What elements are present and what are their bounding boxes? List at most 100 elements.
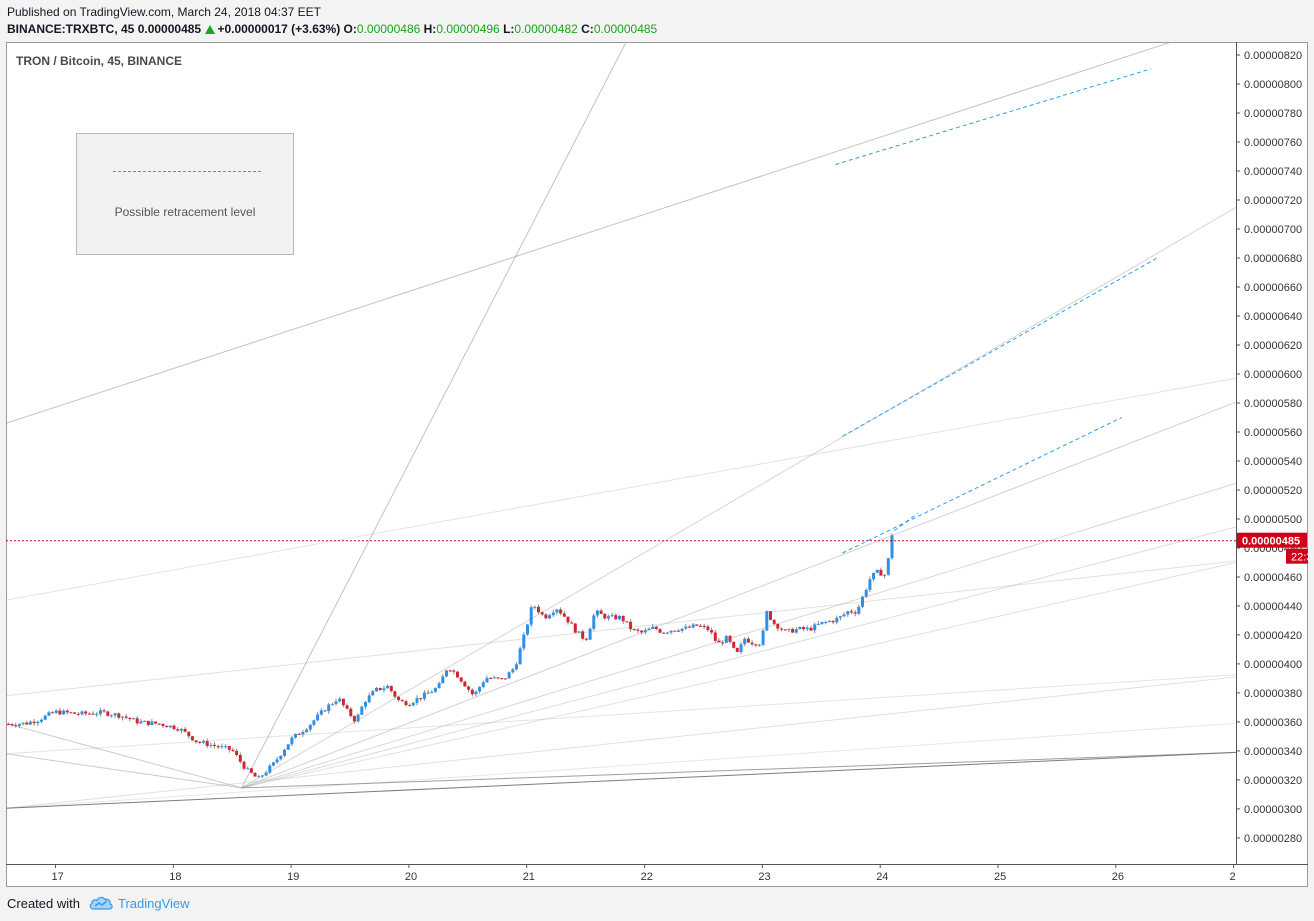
- price-tick-label: 0.00000600: [1244, 369, 1302, 381]
- price-tick-label: 0.00000760: [1244, 137, 1302, 149]
- candle-body: [695, 624, 699, 626]
- candle-body: [375, 687, 378, 692]
- trend-line-1: [6, 377, 1236, 601]
- candle-body: [872, 572, 876, 580]
- candle-body: [607, 616, 610, 619]
- candle-body: [235, 750, 239, 755]
- time-tick-label: 2: [1230, 871, 1236, 883]
- candle-body: [190, 736, 194, 741]
- candle-body: [875, 569, 879, 573]
- high-value: 0.00000496: [436, 22, 500, 36]
- trend-line-2: [6, 560, 1236, 697]
- candle-body: [216, 746, 220, 748]
- candle-body: [754, 644, 758, 646]
- time-tick-label: 19: [287, 871, 299, 883]
- candle-body: [706, 626, 710, 631]
- candle-body: [610, 615, 614, 617]
- candle-body: [179, 728, 183, 731]
- candle-body: [544, 614, 548, 619]
- candle-body: [242, 761, 246, 769]
- price-tick-label: 0.00000680: [1244, 253, 1302, 265]
- candle-body: [205, 741, 209, 746]
- candle-body: [688, 626, 691, 628]
- candle-body: [809, 627, 813, 631]
- candle-body: [36, 721, 40, 724]
- candle-body: [113, 713, 117, 716]
- price-tick-label: 0.00000360: [1244, 717, 1302, 729]
- candle-body: [791, 628, 795, 633]
- price-tick-label: 0.00000800: [1244, 79, 1302, 91]
- candle-body: [305, 729, 309, 733]
- candle-body: [481, 682, 485, 687]
- candle-body: [76, 713, 80, 715]
- candle-body: [861, 596, 864, 607]
- legend-text: Possible retracement level: [114, 205, 256, 219]
- candle-body: [739, 644, 743, 652]
- candle-body: [352, 716, 356, 722]
- candle-body: [595, 610, 599, 616]
- retracement-level-0: [835, 68, 1152, 165]
- candle-body: [143, 720, 147, 722]
- fan-left-ray-0: [6, 722, 242, 789]
- candle-body: [308, 724, 312, 730]
- high-label: H:: [423, 22, 437, 36]
- candle-body: [286, 744, 290, 750]
- candle-body: [459, 677, 463, 682]
- candle-body: [246, 768, 250, 770]
- candle-body: [367, 695, 371, 703]
- candle-body: [757, 644, 761, 646]
- candle-body: [213, 744, 216, 746]
- candle-body: [562, 613, 566, 617]
- low-label: L:: [503, 22, 515, 36]
- candle-body: [629, 621, 633, 630]
- tradingview-brand-link[interactable]: TradingView: [118, 896, 190, 911]
- candle-body: [397, 696, 401, 701]
- candle-body: [584, 638, 588, 640]
- candle-body: [537, 606, 540, 613]
- candle-body: [673, 630, 677, 632]
- legend-box[interactable]: Possible retracement level: [76, 133, 294, 255]
- retracement-level-2: [842, 417, 1122, 554]
- legend-dashed-line: [113, 171, 261, 172]
- candle-body: [573, 623, 577, 633]
- candle-body: [853, 612, 857, 614]
- candle-body: [312, 720, 316, 725]
- candle-body: [514, 664, 518, 670]
- candle-body: [533, 606, 537, 608]
- price-chart[interactable]: 0.00000280 0.00000300 0.00000320 0.00000340…: [6, 42, 1308, 887]
- candle-body: [202, 741, 205, 743]
- price-tick-label: 0.00000820: [1244, 50, 1302, 62]
- candle-body: [378, 687, 382, 690]
- candle-body: [507, 672, 511, 679]
- candle-body: [691, 624, 695, 628]
- candle-body: [816, 623, 820, 625]
- candle-body: [467, 686, 471, 690]
- candle-body: [400, 700, 404, 702]
- price-tick-label: 0.00000320: [1244, 775, 1302, 787]
- candle-body: [710, 630, 714, 633]
- tradingview-cloud-icon[interactable]: [88, 894, 114, 912]
- candle-body: [154, 721, 158, 724]
- candle-body: [485, 678, 489, 683]
- candle-body: [430, 691, 434, 693]
- time-tick-label: 26: [1112, 871, 1124, 883]
- candle-body: [283, 749, 286, 756]
- candle-body: [441, 676, 445, 684]
- published-line: Published on TradingView.com, March 24, …: [7, 5, 321, 19]
- candle-body: [551, 612, 555, 616]
- price-tick-label: 0.00000580: [1244, 398, 1302, 410]
- candle-body: [249, 768, 253, 773]
- candle-body: [676, 630, 680, 632]
- candle-body: [750, 642, 754, 645]
- candle-body: [209, 744, 213, 746]
- price-tick-label: 0.00000460: [1244, 572, 1302, 584]
- candle-body: [146, 720, 150, 725]
- candle-body: [198, 741, 202, 743]
- price-tick-label: 0.00000520: [1244, 485, 1302, 497]
- candle-body: [603, 613, 607, 619]
- candle-body: [842, 614, 846, 617]
- candle-body: [157, 723, 161, 725]
- time-tick-label: 20: [405, 871, 417, 883]
- candle-body: [106, 711, 110, 716]
- candle-body: [411, 702, 415, 706]
